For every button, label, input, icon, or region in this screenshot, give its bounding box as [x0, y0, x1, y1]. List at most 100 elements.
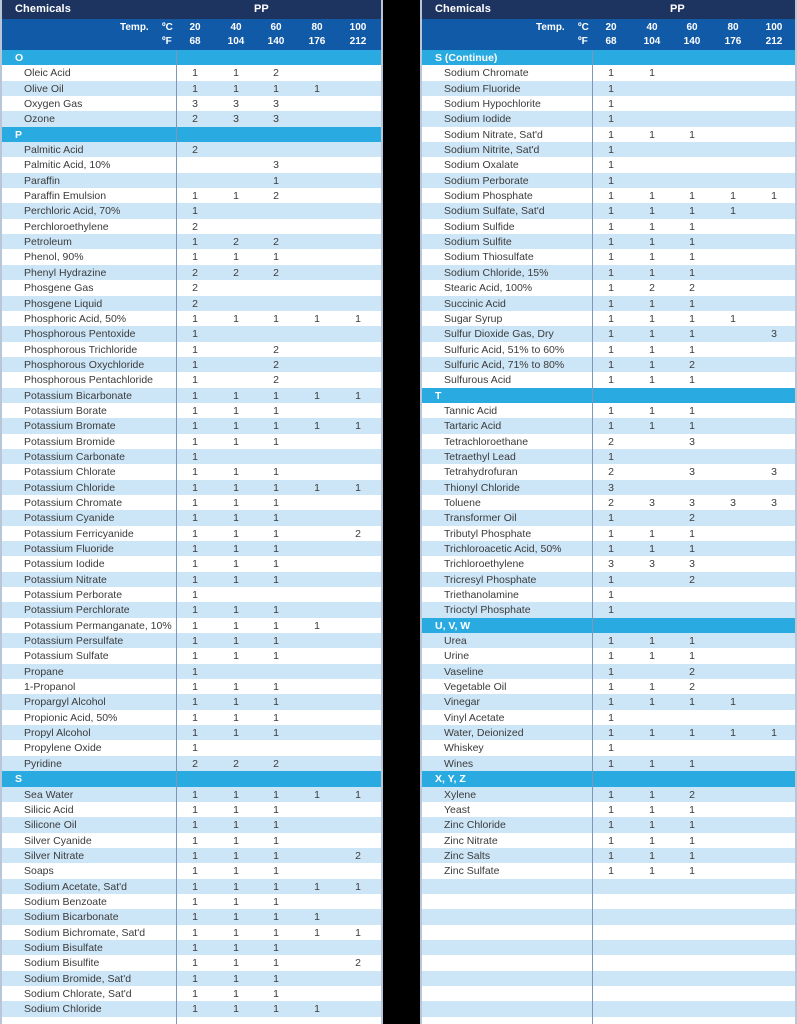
table-row[interactable]: Zinc Sulfate 1 1 1 [422, 863, 795, 879]
table-row[interactable]: Sulfuric Acid, 71% to 80% 1 1 2 [422, 356, 795, 373]
table-row[interactable]: Sodium Nitrate, Sat'd 1 1 1 [422, 126, 795, 143]
table-row[interactable]: Sulfur Dioxide Gas, Dry 1 1 1 3 [422, 326, 795, 342]
table-row[interactable]: Vaseline 1 2 [422, 663, 795, 680]
table-row[interactable]: Vegetable Oil 1 1 2 [422, 679, 795, 695]
table-row[interactable]: Transformer Oil 1 2 [422, 510, 795, 526]
table-row[interactable]: Water, Deionized 1 1 1 1 1 [422, 725, 795, 741]
table-row[interactable]: Sodium Sulfate, Sat'd 1 1 1 1 [422, 203, 795, 219]
table-row[interactable]: Yeast 1 1 1 [422, 801, 795, 818]
table-row[interactable]: Paraffin Emulsion 1 1 2 [2, 188, 381, 204]
table-row[interactable]: Sodium Iodide 1 [422, 111, 795, 127]
table-row[interactable]: Phenyl Hydrazine 2 2 2 [2, 264, 381, 281]
table-row[interactable]: Sodium Sulfide 1 1 1 [422, 218, 795, 235]
table-row[interactable]: Tributyl Phosphate 1 1 1 [422, 525, 795, 541]
table-row[interactable]: Trichloroacetic Acid, 50% 1 1 1 [422, 541, 795, 557]
table-row[interactable]: Tartaric Acid 1 1 1 [422, 418, 795, 434]
table-row[interactable]: Whiskey 1 [422, 740, 795, 756]
table-row[interactable]: Potassium Bicarbonate 1 1 1 1 1 [2, 387, 381, 403]
table-row[interactable]: Phosgene Liquid 2 [2, 295, 381, 311]
table-row[interactable]: Trichloroethylene 3 3 3 [422, 556, 795, 572]
table-row[interactable]: Succinic Acid 1 1 1 [422, 295, 795, 311]
table-row[interactable]: Sodium Bichromate, Sat'd 1 1 1 1 1 [2, 924, 381, 940]
table-row[interactable]: Sodium Hypochlorite 1 [422, 96, 795, 112]
table-row[interactable]: Toluene 2 3 3 3 3 [422, 494, 795, 511]
table-row[interactable]: Potassium Ferricyanide 1 1 1 2 [2, 525, 381, 541]
table-row[interactable]: Propylene Oxide 1 [2, 740, 381, 756]
table-row[interactable]: Silver Nitrate 1 1 1 2 [2, 847, 381, 864]
table-row[interactable]: Sodium Nitrite, Sat'd 1 [422, 142, 795, 158]
table-row[interactable]: Potassium Nitrate 1 1 1 [2, 571, 381, 588]
table-row[interactable]: Sodium Benzoate 1 1 1 [2, 893, 381, 910]
table-row[interactable]: Phosgene Gas 2 [2, 280, 381, 296]
table-row[interactable]: Silicic Acid 1 1 1 [2, 801, 381, 818]
table-row[interactable]: Sodium Sulfite 1 1 1 [422, 234, 795, 250]
table-row[interactable]: Sulfurous Acid 1 1 1 [422, 372, 795, 388]
table-row[interactable]: Sugar Syrup 1 1 1 1 [422, 310, 795, 327]
table-row[interactable]: Perchloroethylene 2 [2, 218, 381, 235]
table-row[interactable]: Tetraethyl Lead 1 [422, 448, 795, 465]
table-row[interactable]: Sodium Chloride, 15% 1 1 1 [422, 264, 795, 281]
table-row[interactable]: Potassium Perborate 1 [2, 587, 381, 603]
table-row[interactable]: Sodium Phosphate 1 1 1 1 1 [422, 188, 795, 204]
table-row[interactable]: Phosphorous Trichloride 1 2 [2, 341, 381, 357]
table-row[interactable]: Silver Cyanide 1 1 1 [2, 832, 381, 848]
table-row[interactable]: Silicone Oil 1 1 1 [2, 817, 381, 833]
table-row[interactable]: Potassium Perchlorate 1 1 1 [2, 602, 381, 618]
table-row[interactable]: Phenol, 90% 1 1 1 [2, 249, 381, 265]
table-row[interactable]: Sulfuric Acid, 51% to 60% 1 1 1 [422, 341, 795, 357]
table-row[interactable]: Potassium Carbonate 1 [2, 448, 381, 465]
table-row[interactable]: Propargyl Alcohol 1 1 1 [2, 694, 381, 710]
table-row[interactable]: Zinc Nitrate 1 1 1 [422, 832, 795, 848]
table-row[interactable]: Sodium Oxalate 1 [422, 157, 795, 173]
table-row[interactable]: Wines 1 1 1 [422, 755, 795, 772]
table-row[interactable]: Potassium Bromide 1 1 1 [2, 433, 381, 449]
table-row[interactable]: Zinc Salts 1 1 1 [422, 847, 795, 864]
table-row[interactable]: Sodium Fluoride 1 [422, 80, 795, 97]
table-row[interactable]: Petroleum 1 2 2 [2, 234, 381, 250]
table-row[interactable]: Potassium Iodide 1 1 1 [2, 556, 381, 572]
table-row[interactable]: Stearic Acid, 100% 1 2 2 [422, 280, 795, 296]
table-row[interactable]: Sodium Thiosulfate 1 1 1 [422, 249, 795, 265]
table-row[interactable]: Xylene 1 1 2 [422, 786, 795, 802]
table-row[interactable]: Phosphorous Pentachloride 1 2 [2, 372, 381, 388]
table-row[interactable]: Sodium Bromide, Sat'd 1 1 1 [2, 970, 381, 986]
table-row[interactable]: Thionyl Chloride 3 [422, 479, 795, 495]
table-row[interactable]: Potassium Chloride 1 1 1 1 1 [2, 479, 381, 495]
table-row[interactable]: Vinegar 1 1 1 1 [422, 694, 795, 710]
table-row[interactable]: Potassium Sulfate 1 1 1 [2, 648, 381, 664]
table-row[interactable]: Tricresyl Phosphate 1 2 [422, 571, 795, 588]
table-row[interactable]: Ozone 2 3 3 [2, 111, 381, 127]
table-row[interactable]: Palmitic Acid, 10% 3 [2, 157, 381, 173]
table-row[interactable]: Tannic Acid 1 1 1 [422, 402, 795, 419]
table-row[interactable]: Urea 1 1 1 [422, 633, 795, 649]
table-row[interactable]: Palmitic Acid 2 [2, 142, 381, 158]
table-row[interactable]: Tetrachloroethane 2 3 [422, 433, 795, 449]
table-row[interactable]: Phosphorous Pentoxide 1 [2, 326, 381, 342]
table-row[interactable]: Olive Oil 1 1 1 1 [2, 80, 381, 97]
table-row[interactable]: Sodium Chromate 1 1 [422, 65, 795, 81]
table-row[interactable]: Perchloric Acid, 70% 1 [2, 203, 381, 219]
table-row[interactable]: Oleic Acid 1 1 2 [2, 65, 381, 81]
table-row[interactable]: Sodium Bisulfate 1 1 1 [2, 939, 381, 956]
table-row[interactable]: Triethanolamine 1 [422, 587, 795, 603]
table-row[interactable]: Sodium Chloride 1 1 1 1 [2, 1001, 381, 1017]
table-row[interactable]: Potassium Permanganate, 10% 1 1 1 1 [2, 617, 381, 634]
table-row[interactable]: Propane 1 [2, 663, 381, 680]
table-row[interactable]: Propionic Acid, 50% 1 1 1 [2, 709, 381, 726]
table-row[interactable]: Potassium Chlorate 1 1 1 [2, 464, 381, 480]
table-row[interactable]: Phosphorous Oxychloride 1 2 [2, 356, 381, 373]
table-row[interactable]: Tetrahydrofuran 2 3 3 [422, 464, 795, 480]
table-row[interactable]: Sodium Chlorate, Sat'd 1 1 1 [2, 985, 381, 1002]
table-row[interactable]: Oxygen Gas 3 3 3 [2, 96, 381, 112]
table-row[interactable]: Sodium Perborate 1 [422, 172, 795, 189]
table-row[interactable]: Phosphoric Acid, 50% 1 1 1 1 1 [2, 310, 381, 327]
table-row[interactable]: Potassium Fluoride 1 1 1 [2, 541, 381, 557]
table-row[interactable]: Urine 1 1 1 [422, 648, 795, 664]
table-row[interactable]: Pyridine 2 2 2 [2, 755, 381, 772]
table-row[interactable]: Sodium Acetate, Sat'd 1 1 1 1 1 [2, 878, 381, 894]
table-row[interactable]: Vinyl Acetate 1 [422, 709, 795, 726]
table-row[interactable]: 1-Propanol 1 1 1 [2, 679, 381, 695]
table-row[interactable]: Potassium Borate 1 1 1 [2, 402, 381, 419]
table-row[interactable]: Potassium Cyanide 1 1 1 [2, 510, 381, 526]
table-row[interactable]: Sodium Bicarbonate 1 1 1 1 [2, 909, 381, 925]
